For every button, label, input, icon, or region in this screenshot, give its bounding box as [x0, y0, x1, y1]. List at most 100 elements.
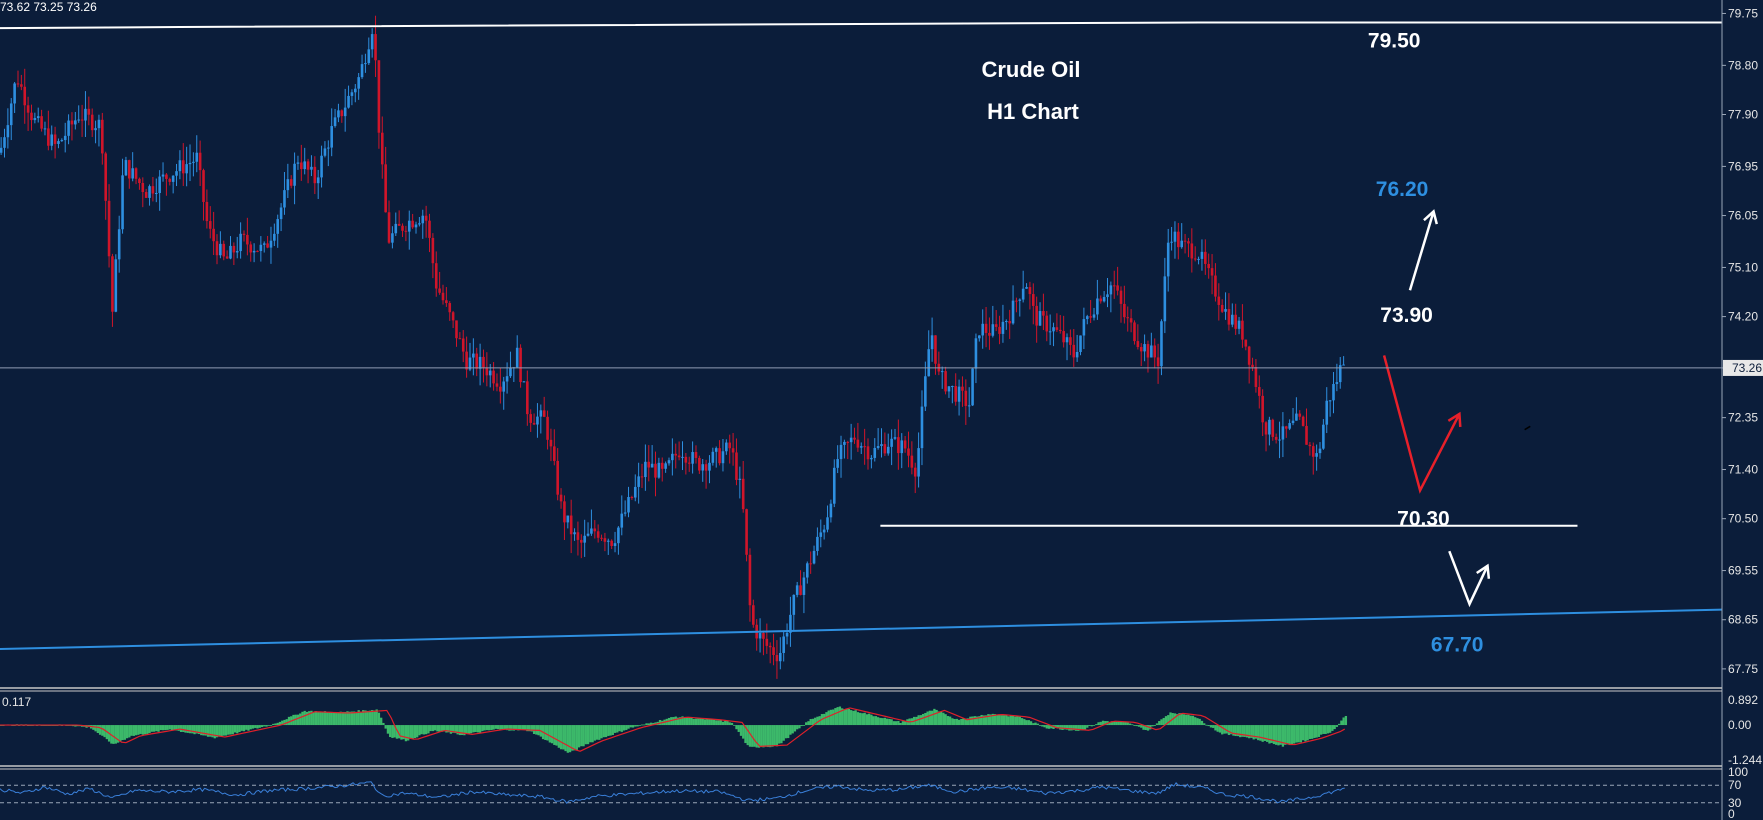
candle-body	[873, 447, 877, 458]
oscillator-bar	[1160, 719, 1163, 726]
oscillator-bar	[236, 725, 239, 734]
candle-body	[617, 527, 620, 544]
oscillator-bar	[872, 716, 875, 726]
lower-scenario-arrow-head	[1476, 563, 1491, 579]
rsi-tick-label: 0	[1728, 807, 1735, 820]
candle-body	[1126, 317, 1130, 319]
candle-body	[691, 452, 694, 464]
candle-body	[1062, 331, 1065, 343]
oscillator-bar	[546, 725, 549, 741]
candle-body	[549, 439, 553, 447]
oscillator-bar	[215, 725, 219, 738]
oscillator-bar	[150, 725, 153, 732]
oscillator-bar	[966, 718, 970, 726]
candle-body	[579, 539, 583, 543]
oscillator-bar	[242, 725, 246, 732]
oscillator-bar	[1284, 725, 1287, 745]
candle-body	[684, 456, 688, 463]
price-tick-label: 74.20	[1728, 310, 1758, 324]
candle-body	[3, 137, 6, 148]
candle-body	[1207, 263, 1210, 269]
candle-body	[215, 241, 219, 256]
oscillator-bar	[881, 718, 884, 726]
level-label: 73.90	[1380, 304, 1433, 327]
candle-body	[67, 120, 70, 136]
oscillator-bar	[123, 725, 126, 740]
oscillator-bar	[715, 720, 718, 726]
candle-body	[90, 114, 94, 131]
oscillator-bar	[566, 725, 569, 753]
candle-body	[367, 49, 371, 64]
oscillator-bar	[937, 711, 941, 726]
oscillator-bar	[955, 718, 959, 726]
oscillator-bar	[1187, 714, 1190, 726]
oscillator-bar	[238, 725, 241, 732]
candle-body	[863, 446, 866, 448]
candle-body	[1129, 318, 1133, 323]
candle-body	[178, 160, 182, 172]
candle-body	[283, 190, 286, 208]
candle-body	[718, 448, 721, 464]
oscillator-bar	[1268, 725, 1271, 744]
candle-body	[195, 152, 199, 162]
oscillator-bar	[278, 721, 282, 726]
oscillator-bar	[285, 719, 288, 726]
oscillator-bar	[1299, 725, 1303, 743]
oscillator-bar	[627, 725, 630, 729]
tiny-mark	[1524, 425, 1531, 431]
oscillator-bar	[211, 725, 214, 738]
oscillator-bar	[733, 724, 736, 726]
oscillator-bar	[128, 725, 131, 738]
oscillator-bar	[434, 725, 437, 731]
candle-body	[775, 654, 779, 662]
oscillator-bar	[364, 710, 367, 726]
candle-body	[1288, 423, 1291, 429]
candle-body	[1112, 285, 1116, 287]
candle-body	[1089, 316, 1092, 318]
oscillator-bar	[1014, 716, 1017, 726]
oscillator-bar	[98, 725, 102, 735]
oscillator-bar	[921, 713, 925, 726]
candle-body	[94, 128, 97, 131]
candle-body	[1143, 344, 1146, 352]
oscillator-bar	[251, 725, 255, 729]
candle-body	[87, 108, 91, 115]
candle-body	[141, 183, 145, 193]
oscillator-bar	[157, 725, 160, 732]
oscillator-bar	[1337, 723, 1341, 726]
oscillator-bar	[1045, 725, 1048, 729]
oscillator-bar	[1086, 725, 1089, 728]
oscillator-bar	[1261, 725, 1264, 742]
oscillator-bar	[706, 718, 709, 726]
oscillator-bar	[757, 725, 761, 748]
candle-body	[1011, 300, 1015, 324]
oscillator-bar	[310, 710, 313, 726]
candle-body	[84, 108, 87, 121]
candle-body	[43, 128, 47, 130]
candle-body	[1237, 320, 1241, 329]
candle-body	[509, 367, 512, 377]
candle-body	[505, 376, 509, 382]
candle-body	[273, 233, 276, 241]
candle-body	[593, 528, 597, 532]
candle-body	[192, 161, 195, 163]
oscillator-bar	[593, 725, 596, 741]
candle-body	[805, 563, 809, 578]
candle-body	[323, 148, 327, 156]
candle-body	[816, 536, 819, 551]
price-tick-label: 77.90	[1728, 108, 1758, 122]
oscillator-bar	[328, 711, 331, 726]
candle-body	[114, 259, 118, 312]
candle-body	[546, 416, 549, 440]
candle-body	[347, 95, 350, 108]
oscillator-bar	[829, 709, 833, 726]
oscillator-bar	[703, 719, 707, 726]
oscillator-bar	[413, 725, 417, 739]
candle-body	[232, 245, 236, 253]
oscillator-bar	[760, 725, 763, 748]
oscillator-bar	[962, 718, 965, 726]
oscillator-bar	[825, 712, 828, 726]
oscillator-bar	[1128, 723, 1132, 726]
candle-body	[785, 632, 789, 637]
candle-body	[1052, 327, 1055, 332]
